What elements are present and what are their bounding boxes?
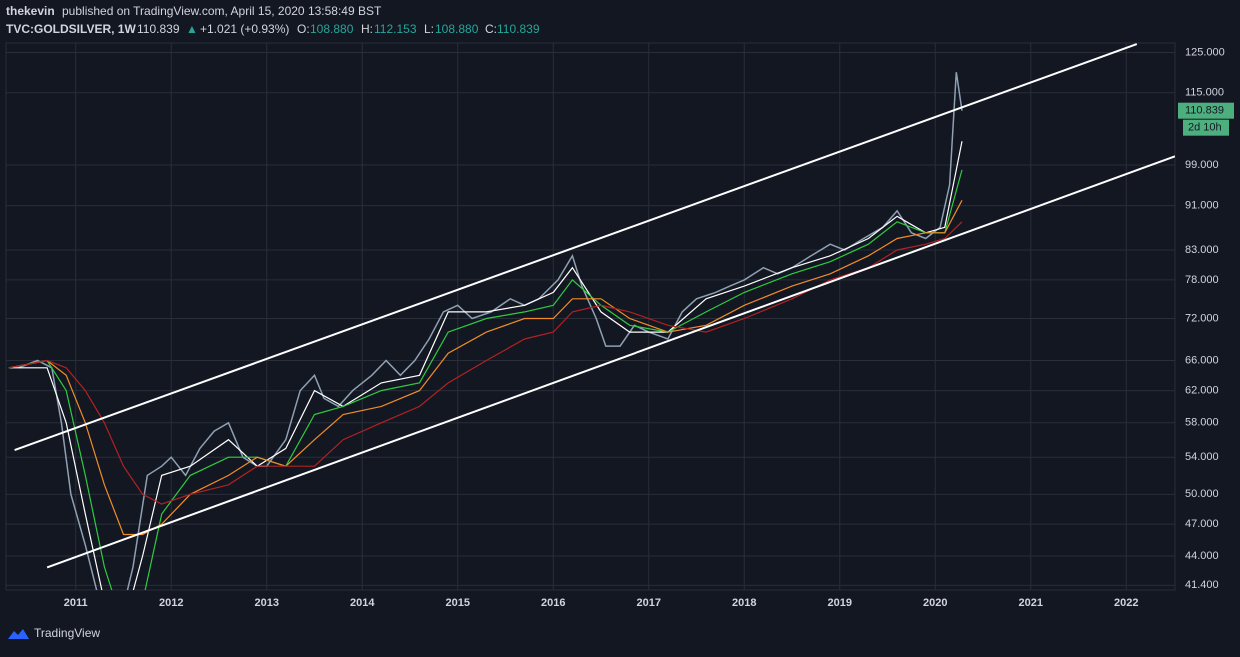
moving-average	[8, 141, 963, 590]
y-tick-label: 58.000	[1185, 417, 1219, 429]
y-tick-label: 99.000	[1185, 159, 1219, 171]
price-tag-label: 110.839	[1185, 105, 1224, 117]
y-tick-label: 66.000	[1185, 354, 1219, 366]
price-tag	[1178, 102, 1234, 119]
y-tick-label: 83.000	[1185, 244, 1219, 256]
symbol: TVC:GOLDSILVER, 1W	[6, 22, 136, 36]
countdown-tag	[1183, 119, 1229, 136]
y-tick-label: 50.000	[1185, 488, 1219, 500]
y-tick-label: 54.000	[1185, 451, 1219, 463]
high: 112.153	[374, 22, 417, 36]
y-tick-label: 41.400	[1185, 579, 1219, 591]
x-tick-label: 2016	[541, 597, 565, 609]
y-tick-label: 47.000	[1185, 518, 1219, 530]
close: 110.839	[497, 22, 540, 36]
x-tick-label: 2020	[923, 597, 947, 609]
x-tick-label: 2014	[350, 597, 375, 609]
y-tick-label: 115.000	[1185, 87, 1224, 99]
trend-line	[46, 155, 1175, 569]
logo[interactable]: TradingView	[8, 626, 100, 640]
y-tick-label: 125.000	[1185, 46, 1225, 58]
low-label: L:	[424, 22, 434, 36]
plot-area	[8, 43, 1175, 590]
logo-icon	[8, 629, 29, 639]
moving-average	[8, 200, 963, 536]
plot-frame	[5, 42, 1176, 591]
y-tick-label: 44.000	[1185, 550, 1219, 562]
author: thekevin	[6, 4, 55, 18]
x-tick-label: 2011	[64, 597, 88, 609]
change: +1.021 (+0.93%)	[200, 22, 289, 36]
change-arrow: ▲	[186, 22, 198, 36]
x-tick-label: 2015	[446, 597, 470, 609]
logo-text[interactable]: TradingView	[34, 626, 100, 640]
last-price: 110.839	[137, 22, 180, 36]
x-tick-label: 2013	[254, 597, 278, 609]
low: 108.880	[435, 22, 479, 36]
y-tick-label: 72.000	[1185, 312, 1219, 324]
y-tick-label: 78.000	[1185, 274, 1219, 286]
trend-line	[14, 43, 1138, 452]
moving-average	[8, 169, 963, 590]
published: published on TradingView.com, April 15, …	[62, 4, 382, 18]
moving-average	[8, 221, 963, 505]
x-tick-label: 2017	[637, 597, 661, 609]
close-label: C:	[485, 22, 497, 36]
open: 108.880	[310, 22, 354, 36]
y-tick-label: 62.000	[1185, 385, 1219, 397]
x-tick-label: 2022	[1114, 597, 1138, 609]
countdown-label: 2d 10h	[1188, 122, 1222, 134]
price-line	[18, 72, 963, 590]
high-label: H:	[361, 22, 373, 36]
x-tick-label: 2019	[828, 597, 852, 609]
y-tick-label: 91.000	[1185, 200, 1219, 212]
open-label: O:	[297, 22, 310, 36]
x-tick-label: 2018	[732, 597, 756, 609]
x-tick-label: 2021	[1019, 597, 1043, 609]
x-tick-label: 2012	[159, 597, 183, 609]
